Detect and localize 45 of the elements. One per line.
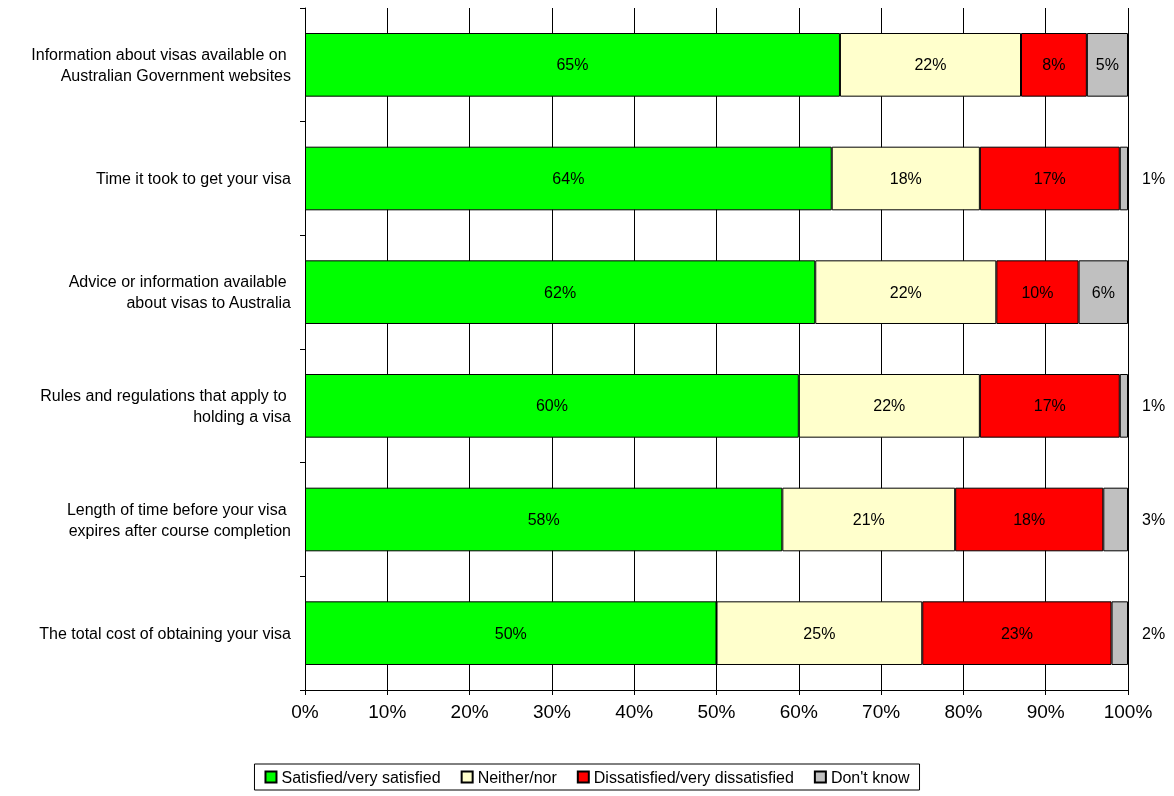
x-tick-label: 20% xyxy=(450,701,489,722)
y-tick-label: Length of time before your visa expires after course completion xyxy=(66,500,291,539)
data-label: 23% xyxy=(1000,624,1033,642)
legend-label: Satisfied/very satisfied xyxy=(281,768,441,786)
y-tick-label: Rules and regulations that apply to holding a visa xyxy=(40,386,292,425)
data-label: 64% xyxy=(552,170,585,187)
x-tick-label: 100% xyxy=(1103,701,1153,722)
data-label: 25% xyxy=(803,624,836,642)
y-tick-label: Information about visas available on Australian Government websites xyxy=(31,45,291,84)
legend-label: Neither/nor xyxy=(477,768,558,786)
data-label: 22% xyxy=(914,56,947,74)
data-label: 8% xyxy=(1042,56,1066,74)
data-label: 3% xyxy=(1142,511,1166,528)
data-label: 62% xyxy=(544,283,577,301)
data-label: 2% xyxy=(1142,624,1166,642)
data-label: 17% xyxy=(1033,170,1066,187)
x-tick-label: 40% xyxy=(615,701,654,722)
data-label: 5% xyxy=(1095,56,1119,74)
x-tick-label: 0% xyxy=(291,701,319,722)
data-label: 1% xyxy=(1142,397,1166,415)
data-label: 65% xyxy=(556,56,589,74)
data-label: 21% xyxy=(852,511,885,528)
data-label: 17% xyxy=(1033,397,1066,415)
x-tick-label: 80% xyxy=(944,701,983,722)
x-tick-label: 30% xyxy=(532,701,572,722)
data-label: 58% xyxy=(527,511,560,528)
x-tick-label: 50% xyxy=(697,701,736,722)
data-label: 50% xyxy=(494,624,527,642)
legend-label: Dissatisfied/very dissatisfied xyxy=(593,768,794,786)
x-tick-label: 90% xyxy=(1026,701,1065,722)
data-label: 10% xyxy=(1021,283,1054,301)
data-label: 18% xyxy=(889,170,922,187)
data-label: 22% xyxy=(889,283,922,301)
y-tick-label: Time it took to get your visa xyxy=(95,170,292,187)
data-label: 1% xyxy=(1142,170,1166,187)
data-label: 6% xyxy=(1091,283,1115,301)
y-tick-label: Advice or information available about visas to Australia xyxy=(68,273,292,312)
data-label: 60% xyxy=(535,397,568,415)
y-tick-label: The total cost of obtaining your visa xyxy=(39,624,292,642)
legend-label: Don't know xyxy=(830,768,910,786)
x-tick-label: 10% xyxy=(368,701,407,722)
x-tick-label: 70% xyxy=(862,701,901,722)
x-tick-label: 60% xyxy=(779,701,818,722)
data-label: 22% xyxy=(873,397,906,415)
data-label: 18% xyxy=(1013,511,1046,528)
